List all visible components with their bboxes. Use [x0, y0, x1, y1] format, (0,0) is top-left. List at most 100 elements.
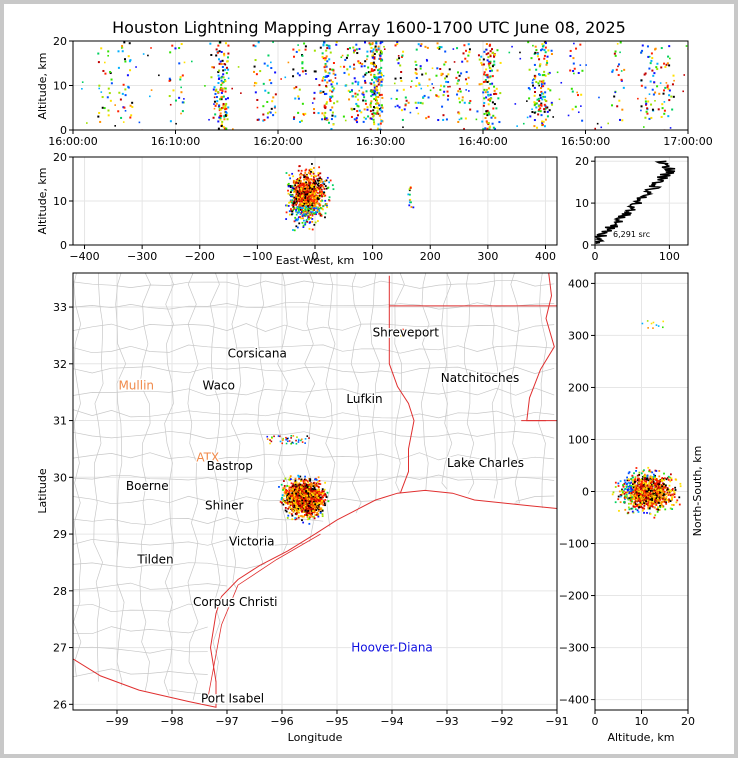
- source-point: [213, 86, 216, 89]
- source-point: [366, 55, 369, 58]
- source-point: [533, 63, 536, 66]
- county-line: [464, 273, 475, 494]
- source-point: [671, 503, 673, 506]
- ew-tick-label: −300: [127, 250, 157, 263]
- source-point: [628, 479, 630, 482]
- source-point: [650, 59, 653, 62]
- source-point: [310, 200, 313, 203]
- source-point: [304, 205, 307, 208]
- source-point: [324, 185, 327, 187]
- source-point: [305, 502, 308, 505]
- source-point: [332, 89, 335, 92]
- source-point: [263, 62, 266, 65]
- source-point: [653, 475, 656, 478]
- source-point: [222, 95, 225, 98]
- source-point: [323, 188, 326, 190]
- source-point: [644, 475, 647, 478]
- source-point: [644, 480, 647, 483]
- source-point: [655, 479, 657, 482]
- source-point: [292, 435, 295, 437]
- source-point: [546, 62, 549, 65]
- source-point: [448, 68, 451, 71]
- source-point: [320, 191, 323, 194]
- source-point: [465, 71, 468, 74]
- source-point: [651, 497, 653, 500]
- source-point: [647, 466, 650, 469]
- source-point: [370, 82, 373, 85]
- source-point: [661, 490, 664, 493]
- source-point: [447, 85, 449, 88]
- source-point: [633, 489, 635, 492]
- source-point: [326, 204, 328, 207]
- source-point: [410, 86, 412, 88]
- source-point: [304, 486, 307, 489]
- source-point: [442, 118, 445, 121]
- source-point: [322, 496, 324, 499]
- source-point: [306, 190, 309, 192]
- source-point: [491, 75, 494, 78]
- source-point: [316, 209, 319, 212]
- source-point: [99, 120, 102, 123]
- source-point: [567, 114, 570, 117]
- source-point: [320, 493, 322, 496]
- source-point: [297, 489, 300, 492]
- source-point: [322, 504, 325, 506]
- source-point: [304, 499, 307, 502]
- source-point: [225, 102, 228, 105]
- source-point: [648, 494, 651, 497]
- source-point: [621, 492, 624, 495]
- source-point: [475, 118, 478, 121]
- source-point: [289, 191, 292, 194]
- source-point: [100, 91, 103, 93]
- source-point: [304, 485, 306, 488]
- source-point: [216, 100, 219, 103]
- source-point: [360, 111, 363, 114]
- source-point: [295, 510, 298, 513]
- source-point: [652, 501, 654, 503]
- source-point: [318, 209, 321, 212]
- source-point: [315, 492, 318, 495]
- source-point: [530, 57, 533, 60]
- source-point: [545, 106, 548, 109]
- source-point: [611, 70, 614, 73]
- source-point: [359, 62, 362, 65]
- source-point: [293, 189, 295, 192]
- source-point: [656, 478, 659, 481]
- source-point: [253, 65, 256, 68]
- source-point: [441, 105, 444, 108]
- source-point: [292, 200, 295, 203]
- source-point: [494, 53, 497, 56]
- source-point: [308, 199, 311, 202]
- source-point: [401, 54, 404, 57]
- source-point: [675, 501, 678, 504]
- source-point: [317, 510, 320, 512]
- source-point: [378, 114, 381, 117]
- source-point: [304, 496, 307, 498]
- source-point: [396, 58, 399, 61]
- source-point: [638, 473, 641, 476]
- source-point: [344, 84, 347, 87]
- source-point: [489, 53, 492, 56]
- source-point: [331, 184, 334, 187]
- source-point: [427, 85, 429, 87]
- source-point: [300, 192, 303, 195]
- county-line: [441, 273, 453, 490]
- source-point: [309, 495, 312, 498]
- source-point: [623, 501, 625, 504]
- source-point: [663, 89, 666, 92]
- source-point: [303, 487, 305, 490]
- source-point: [647, 489, 650, 492]
- source-point: [305, 211, 308, 214]
- source-point: [541, 120, 544, 123]
- source-point: [289, 199, 292, 202]
- source-point: [310, 490, 312, 493]
- source-point: [652, 74, 655, 77]
- source-point: [109, 72, 112, 75]
- source-point: [427, 96, 430, 99]
- source-point: [355, 102, 358, 105]
- source-point: [294, 216, 297, 219]
- source-point: [645, 480, 648, 483]
- source-point: [316, 196, 319, 199]
- source-point: [437, 119, 440, 122]
- source-point: [302, 226, 305, 228]
